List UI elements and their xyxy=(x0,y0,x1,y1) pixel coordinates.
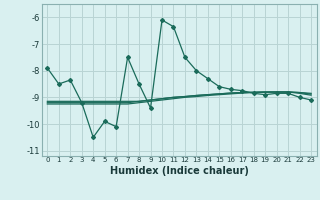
X-axis label: Humidex (Indice chaleur): Humidex (Indice chaleur) xyxy=(110,166,249,176)
